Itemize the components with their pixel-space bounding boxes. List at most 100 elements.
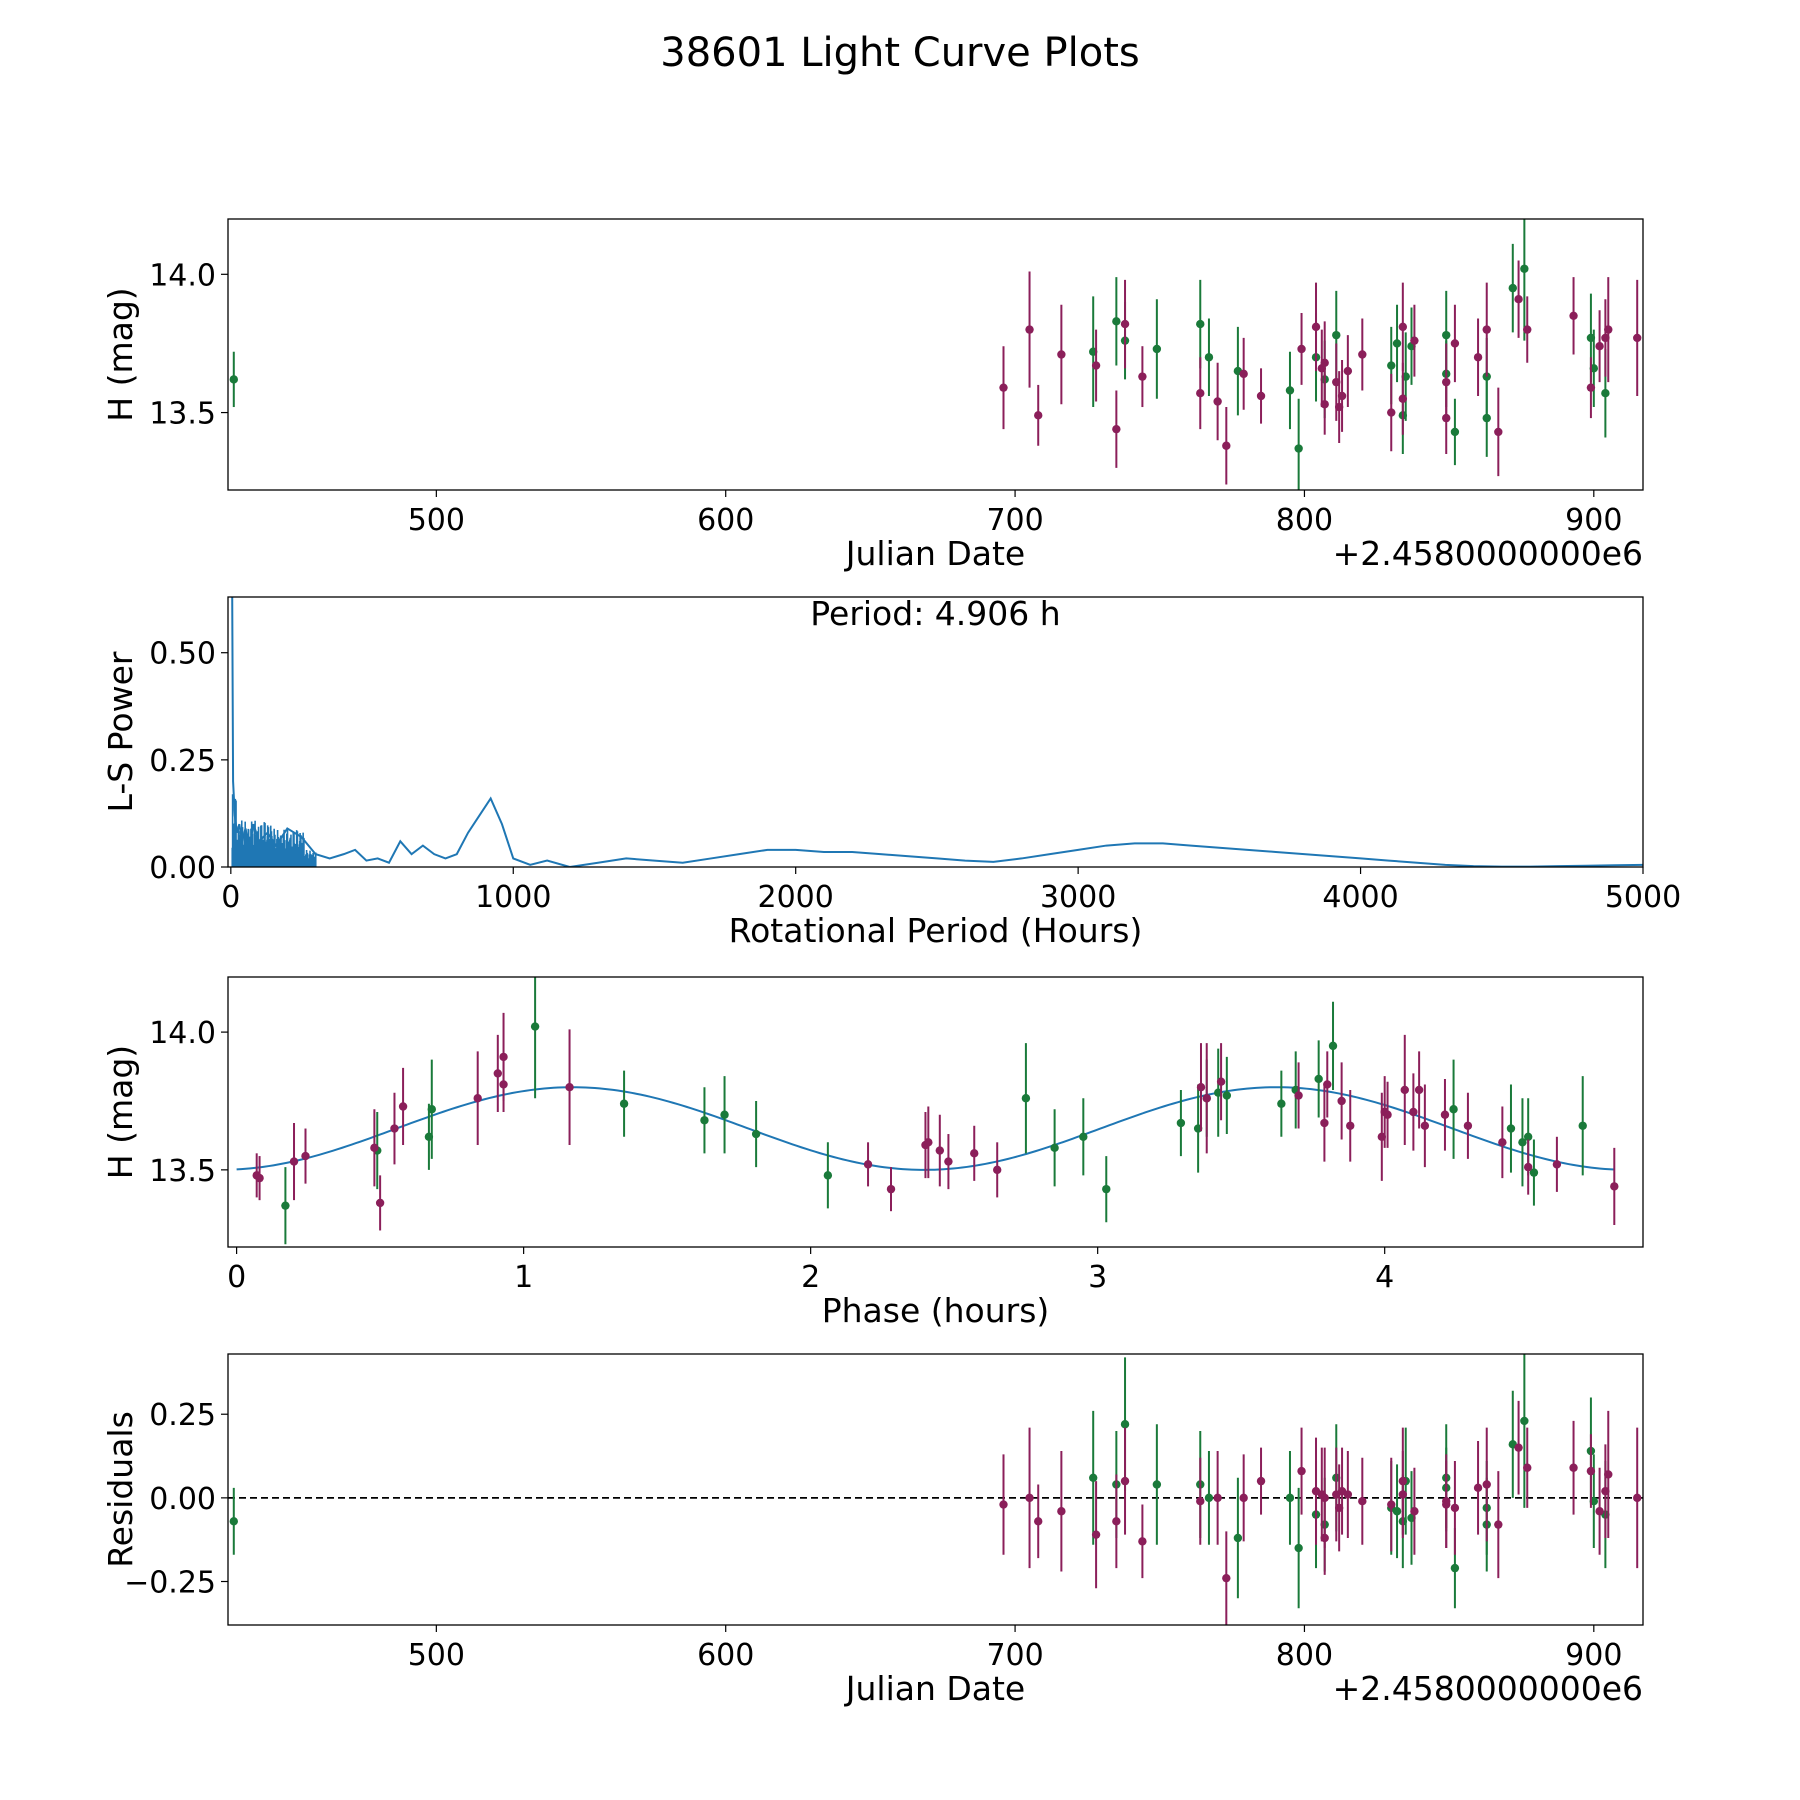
data-point-g [1314, 1074, 1323, 1084]
data-point-r [1196, 1497, 1205, 1506]
data-point-g [1277, 1099, 1286, 1108]
data-point-r [1494, 427, 1503, 437]
data-point-r [863, 1160, 873, 1169]
data-point-r [1387, 408, 1396, 417]
data-point-g [1450, 1563, 1460, 1573]
data-point-r [1482, 325, 1491, 334]
y-tick-label: −0.25 [124, 1566, 216, 1601]
data-point-g [1449, 1105, 1458, 1114]
data-point-r [1323, 1080, 1332, 1089]
data-point-r [1196, 1083, 1206, 1092]
data-point-r [999, 383, 1008, 392]
periodogram-line [231, 597, 1643, 867]
data-point-r [1222, 1573, 1231, 1583]
axes-frame [227, 1353, 1644, 1626]
x-tick-label: 600 [697, 1638, 754, 1673]
data-point-r [1595, 1507, 1604, 1516]
data-point-g [751, 1129, 761, 1139]
data-point-g [1294, 1543, 1303, 1553]
data-point-r [1320, 1118, 1329, 1128]
y-tick-label: 14.0 [149, 1016, 216, 1051]
y-axis-label: H (mag) [101, 1045, 140, 1179]
data-point-r [1442, 377, 1451, 387]
data-point-r [1450, 339, 1460, 348]
data-point-r [370, 1143, 379, 1153]
data-point-r [1398, 1476, 1408, 1486]
data-point-r [1120, 319, 1130, 329]
data-point-g [1482, 413, 1491, 423]
x-tick-label: 800 [1276, 503, 1333, 538]
lightcurve-panel: 500 600 700 800 900 13.5 14.0 Julian Date H (mag… [101, 218, 1644, 573]
x-tick-label: 1000 [475, 880, 551, 915]
data-point-r [1091, 1530, 1101, 1539]
data-point-r [1256, 391, 1266, 401]
x-tick-label: 600 [697, 503, 754, 538]
x-tick-label: 800 [1276, 1638, 1333, 1673]
data-point-r [1358, 350, 1367, 359]
data-point-r [1523, 1162, 1533, 1172]
data-point-g [720, 1110, 729, 1119]
data-point-r [1482, 1480, 1491, 1489]
data-point-g [1442, 330, 1451, 340]
data-point-r [993, 1165, 1002, 1175]
data-point-g [1387, 361, 1396, 370]
data-point-g [229, 1517, 238, 1526]
data-point-r [1473, 1483, 1483, 1493]
data-point-r [1138, 1537, 1147, 1546]
period-annotation: Period: 4.906 h [810, 594, 1060, 633]
data-point-g [1233, 1533, 1243, 1543]
y-tick-label: 0.25 [149, 1398, 216, 1433]
residuals-plot-area [228, 1354, 1643, 1625]
data-point-r [1297, 1466, 1306, 1476]
data-point-g [1601, 389, 1610, 398]
data-point-g [1578, 1121, 1587, 1130]
data-point-r [1420, 1121, 1430, 1130]
data-point-r [1346, 1121, 1355, 1130]
data-point-r [1410, 336, 1419, 345]
y-tick-label: 14.0 [149, 258, 216, 293]
data-point-g [1520, 1416, 1529, 1426]
data-point-r [1604, 1470, 1613, 1479]
data-point-r [1112, 424, 1121, 434]
data-point-r [375, 1198, 385, 1208]
data-point-r [1450, 1503, 1460, 1513]
periodogram-plot-area [231, 597, 1643, 867]
y-tick-label: 0.00 [149, 851, 216, 886]
data-point-r [1320, 358, 1329, 367]
x-offset-label: +2.4580000000e6 [1333, 1669, 1643, 1708]
data-point-r [1213, 397, 1222, 406]
x-tick-label: 700 [986, 503, 1043, 538]
data-point-g [1392, 339, 1402, 348]
data-point-r [1337, 1096, 1346, 1106]
data-point-r [1112, 1517, 1121, 1526]
data-point-r [1494, 1520, 1503, 1529]
y-tick-label: 0.50 [149, 637, 216, 672]
data-point-r [1633, 1493, 1642, 1503]
y-axis-label: L-S Power [101, 651, 140, 812]
data-point-r [1633, 333, 1642, 343]
x-tick-label: 0 [221, 880, 240, 915]
x-offset-label: +2.4580000000e6 [1333, 534, 1643, 573]
data-point-g [1529, 1168, 1539, 1177]
x-tick-label: 4000 [1322, 880, 1398, 915]
data-point-r [1320, 1493, 1329, 1503]
data-point-g [1050, 1143, 1059, 1153]
x-tick-label: 900 [1565, 503, 1622, 538]
phased-lightcurve-panel: 0 1 2 3 4 13.5 14.0 Phase (hours) H (mag) [101, 976, 1644, 1330]
data-point-g [427, 1105, 436, 1114]
x-tick-label: 5000 [1605, 880, 1681, 915]
y-tick-label: 0.00 [149, 1482, 216, 1517]
data-point-r [1569, 311, 1578, 320]
data-point-r [1552, 1160, 1562, 1169]
data-point-r [1498, 1138, 1507, 1147]
data-point-r [944, 1157, 953, 1166]
data-point-r [1463, 1121, 1473, 1130]
y-tick-label: 13.5 [149, 1154, 216, 1189]
data-point-r [390, 1124, 399, 1133]
data-point-r [1196, 389, 1205, 398]
data-point-g [823, 1171, 833, 1180]
data-point-g [229, 375, 238, 384]
data-point-g [700, 1116, 709, 1125]
data-point-r [1034, 1517, 1043, 1526]
